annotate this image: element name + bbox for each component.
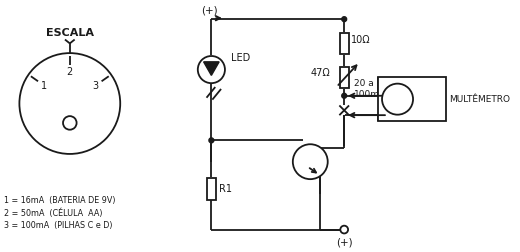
Circle shape (342, 93, 347, 98)
Text: LED: LED (231, 53, 250, 63)
Text: 47Ω: 47Ω (310, 69, 330, 78)
Bar (340, 67, 348, 88)
Text: ESCALA: ESCALA (46, 27, 94, 38)
Text: (+): (+) (336, 237, 353, 247)
Text: 3: 3 (92, 81, 98, 91)
Circle shape (198, 56, 225, 83)
Circle shape (19, 53, 120, 154)
Text: MULTÊMETRO: MULTÊMETRO (449, 95, 510, 104)
Text: 10Ω: 10Ω (351, 35, 371, 45)
Bar (340, 33, 348, 54)
Text: (+): (+) (201, 5, 218, 15)
Polygon shape (204, 62, 219, 75)
Bar (378, 77, 446, 121)
Text: 20 a
100mA: 20 a 100mA (354, 79, 386, 99)
Text: 1 = 16mA  (BATERIA DE 9V): 1 = 16mA (BATERIA DE 9V) (4, 196, 115, 205)
Text: 3 = 100mA  (PILHAS C e D): 3 = 100mA (PILHAS C e D) (4, 221, 112, 230)
Circle shape (382, 84, 413, 115)
Circle shape (209, 138, 214, 143)
Text: R1: R1 (219, 184, 232, 194)
Circle shape (340, 226, 348, 233)
Circle shape (293, 144, 328, 179)
Circle shape (63, 116, 76, 130)
Text: 2: 2 (67, 68, 73, 78)
Text: 2 = 50mA  (CÉLULA  AA): 2 = 50mA (CÉLULA AA) (4, 208, 102, 218)
Bar (207, 178, 216, 200)
Text: 1: 1 (41, 81, 47, 91)
Circle shape (342, 17, 347, 22)
